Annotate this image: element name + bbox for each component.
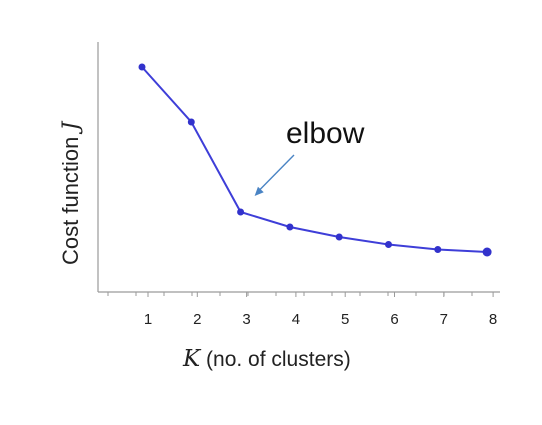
y-axis-label-variable: J	[59, 120, 84, 134]
elbow-annotation-label: elbow	[286, 117, 365, 150]
data-point	[138, 63, 146, 71]
data-point	[385, 241, 392, 248]
elbow-annotation-arrow	[254, 154, 295, 196]
data-point	[237, 208, 245, 216]
x-tick-label: 7	[440, 311, 448, 328]
x-tick-label: 8	[489, 311, 497, 328]
data-point	[187, 118, 195, 126]
x-axis-label-text: (no. of clusters)	[200, 348, 351, 371]
data-point	[335, 233, 343, 241]
data-point	[482, 247, 492, 257]
x-tick-label: 2	[193, 311, 201, 328]
y-axis-label: Cost function J	[58, 120, 84, 265]
x-tick-label: 6	[390, 311, 398, 328]
series-line	[141, 66, 488, 253]
data-points	[138, 63, 492, 257]
x-tick-label: 5	[341, 311, 349, 328]
x-tick-label: 4	[292, 311, 300, 328]
x-ticks: 1 2 3 4 5 6 7 8	[107, 292, 497, 328]
y-axis-label-text: Cost function	[58, 130, 83, 265]
svg-text:K (no. of clusters): K (no. of clusters)	[182, 346, 351, 372]
x-axis-label-variable: K	[182, 346, 202, 372]
x-axis-label: K (no. of clusters)	[182, 346, 351, 372]
x-tick-label: 3	[242, 311, 250, 328]
svg-text:Cost function J: Cost function J	[58, 120, 84, 265]
data-point	[286, 223, 294, 231]
data-point	[434, 246, 442, 253]
x-tick-label: 1	[144, 311, 152, 328]
